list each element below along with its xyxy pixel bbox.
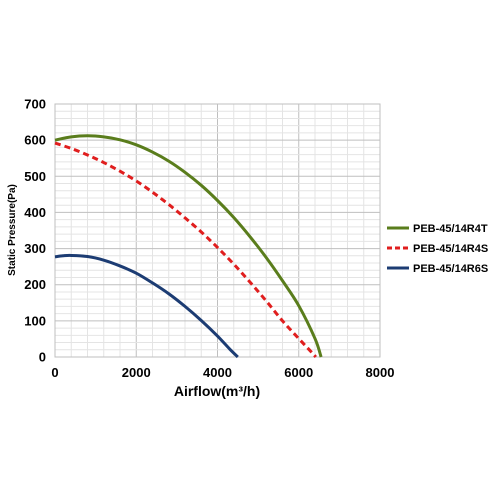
y-tick-label: 200 [24, 277, 46, 292]
x-tick-label: 6000 [284, 365, 313, 380]
x-tick-label: 2000 [122, 365, 151, 380]
series-line-2 [54, 141, 317, 359]
y-tick-labels: 0 100 200 300 400 500 600 700 [24, 97, 46, 365]
legend-label: PEB-45/14R6S [413, 263, 488, 275]
y-axis-label: Static Pressure(Pa) [7, 184, 18, 276]
y-tick-label: 600 [24, 133, 46, 148]
legend-label: PEB-45/14R4S [413, 243, 488, 255]
series-line-3 [54, 253, 239, 359]
legend-label: PEB-45/14R4T [413, 223, 488, 235]
x-tick-label: 0 [51, 365, 58, 380]
x-axis-label: Airflow(m³/h) [174, 383, 260, 399]
y-tick-label: 500 [24, 169, 46, 184]
y-tick-label: 0 [39, 350, 46, 365]
y-tick-label: 100 [24, 313, 46, 328]
legend: PEB-45/14R4T PEB-45/14R4S PEB-45/14R6S [387, 223, 488, 275]
x-tick-label: 4000 [203, 365, 232, 380]
plot-border [54, 103, 381, 358]
y-tick-label: 400 [24, 205, 46, 220]
series-layer [54, 134, 323, 359]
x-tick-label: 8000 [366, 365, 395, 380]
y-tick-label: 300 [24, 241, 46, 256]
x-tick-labels: 0 2000 4000 6000 8000 [51, 365, 394, 380]
grid [54, 103, 381, 358]
y-tick-label: 700 [24, 97, 46, 112]
series-line-1 [54, 134, 323, 358]
